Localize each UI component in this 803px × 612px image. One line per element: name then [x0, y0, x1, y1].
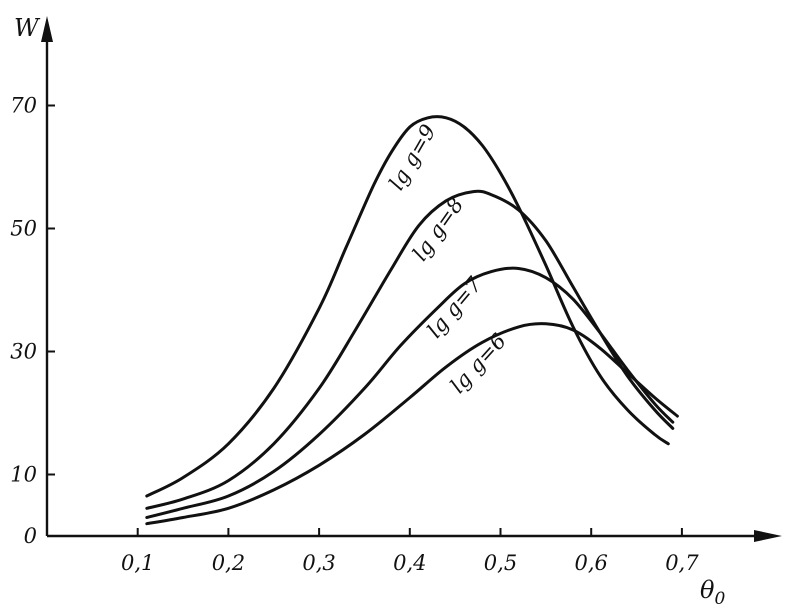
y-tick-label: 50	[10, 217, 37, 241]
y-axis-arrowhead	[41, 16, 53, 42]
x-tick-label: 0,2	[212, 551, 245, 575]
x-axis-arrowhead	[754, 530, 782, 542]
series-line-9	[145, 115, 670, 498]
x-tick-label: 0,6	[574, 551, 607, 575]
x-tick-label: 0,7	[665, 551, 699, 575]
curve-label: lg g=9	[384, 120, 440, 194]
x-axis-title-main: θ	[700, 576, 715, 604]
y-tick-label: 0	[24, 524, 37, 548]
series-line-6	[145, 322, 679, 526]
series-line-8	[145, 189, 675, 510]
x-tick-label: 0,5	[484, 551, 517, 575]
curve-label: lg g=7	[422, 272, 487, 342]
curves	[145, 115, 679, 526]
ticks: 0,1 0,2 0,3 0,4 0,5 0,6 0,7 0 10 30 50 70	[10, 94, 699, 576]
x-tick-label: 0,1	[121, 551, 154, 575]
x-axis-title: θ0	[700, 576, 725, 609]
curve-label: lg g=6	[446, 329, 512, 398]
axes	[41, 16, 782, 542]
y-tick-label: 30	[10, 340, 37, 364]
y-tick-label: 10	[10, 463, 37, 487]
x-tick-label: 0,4	[393, 551, 426, 575]
x-tick-label: 0,3	[302, 551, 335, 575]
x-axis-title-subscript: 0	[714, 589, 725, 609]
y-axis-title: W	[14, 14, 41, 42]
series-line-7	[145, 266, 675, 519]
y-tick-label: 70	[10, 94, 37, 118]
